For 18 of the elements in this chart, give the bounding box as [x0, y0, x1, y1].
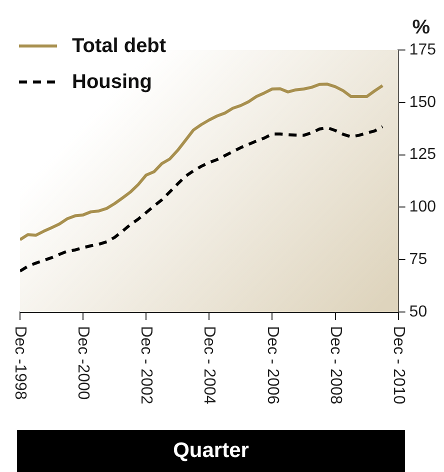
y-tick-label: 75	[409, 251, 428, 268]
x-axis-title: Quarter	[17, 430, 405, 472]
x-tick-label: Dec - 2008	[326, 326, 344, 404]
y-tick-label: 175	[409, 41, 436, 58]
x-tick-label: Dec - 2010	[390, 326, 407, 404]
y-tick-label: 100	[409, 198, 436, 216]
x-tick-label: Dec - 2006	[264, 326, 281, 404]
y-tick-label: 50	[409, 303, 428, 320]
x-tick-label: Dec -2000	[74, 326, 92, 400]
legend-label: Total debt	[72, 34, 166, 58]
y-tick-label: 125	[409, 146, 436, 164]
x-tick-label: Dec - 2002	[138, 326, 155, 404]
x-tick-label: Dec - 2004	[200, 326, 218, 404]
y-axis-title: %	[412, 16, 430, 39]
y-tick-label: 150	[409, 94, 436, 111]
line-series	[20, 125, 384, 273]
legend-label: Housing	[72, 70, 152, 94]
x-tick-label: Dec -1998	[12, 326, 29, 400]
